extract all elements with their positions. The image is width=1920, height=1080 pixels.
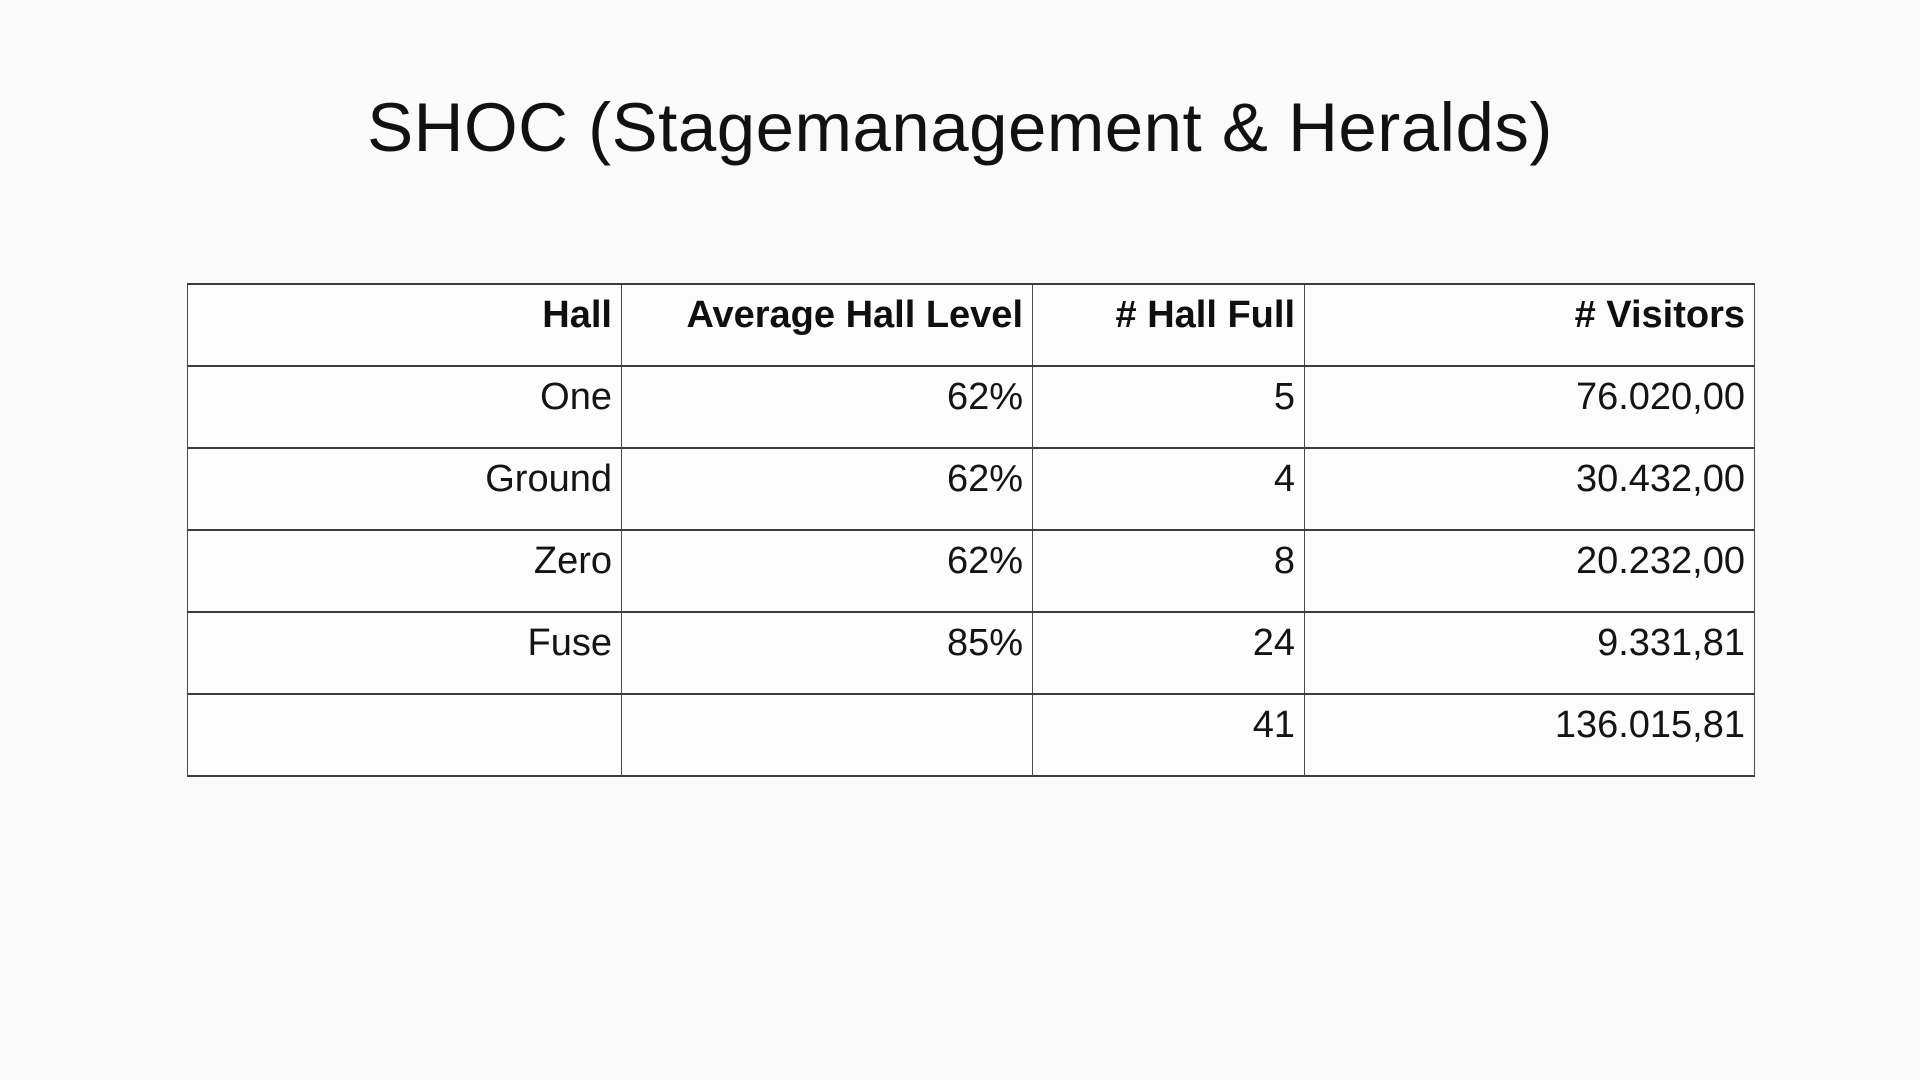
table-row: Zero 62% 8 20.232,00 [187, 529, 1755, 613]
cell-hall [187, 693, 622, 777]
cell-hall: Ground [187, 447, 622, 531]
cell-total-full: 41 [1032, 693, 1305, 777]
table-total-row: 41 136.015,81 [187, 693, 1755, 777]
cell-full: 5 [1032, 365, 1305, 449]
cell-level: 62% [621, 447, 1033, 531]
cell-hall: Zero [187, 529, 622, 613]
cell-visitors: 20.232,00 [1304, 529, 1755, 613]
cell-level: 85% [621, 611, 1033, 695]
cell-hall: One [187, 365, 622, 449]
cell-visitors: 30.432,00 [1304, 447, 1755, 531]
cell-visitors: 76.020,00 [1304, 365, 1755, 449]
cell-full: 8 [1032, 529, 1305, 613]
cell-level [621, 693, 1033, 777]
page-title: SHOC (Stagemanagement & Heralds) [367, 89, 1553, 166]
cell-hall: Fuse [187, 611, 622, 695]
col-header-hall-full: # Hall Full [1032, 283, 1305, 367]
cell-level: 62% [621, 529, 1033, 613]
table-row: One 62% 5 76.020,00 [187, 365, 1755, 449]
cell-full: 4 [1032, 447, 1305, 531]
cell-visitors: 9.331,81 [1304, 611, 1755, 695]
table-header-row: Hall Average Hall Level # Hall Full # Vi… [187, 283, 1755, 367]
cell-total-visitors: 136.015,81 [1304, 693, 1755, 777]
table-row: Ground 62% 4 30.432,00 [187, 447, 1755, 531]
cell-level: 62% [621, 365, 1033, 449]
cell-full: 24 [1032, 611, 1305, 695]
col-header-average-hall-level: Average Hall Level [621, 283, 1033, 367]
col-header-visitors: # Visitors [1304, 283, 1755, 367]
hall-stats-table: Hall Average Hall Level # Hall Full # Vi… [187, 283, 1755, 777]
table-row: Fuse 85% 24 9.331,81 [187, 611, 1755, 695]
col-header-hall: Hall [187, 283, 622, 367]
